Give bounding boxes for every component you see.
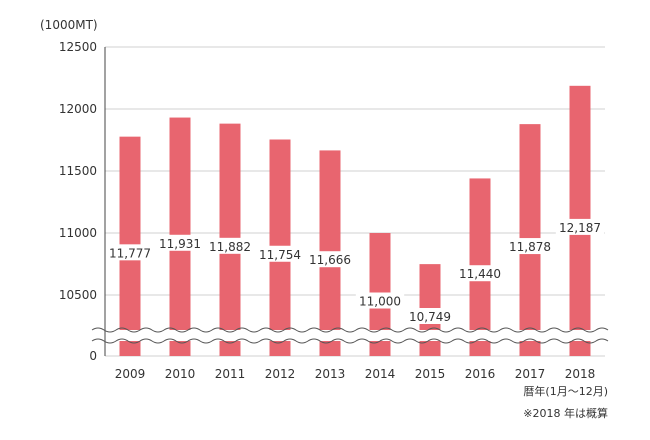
x-tick-labels: 2009 2010 2011 2012 2013 2014 2015 2016 2017 2018 [115, 367, 596, 381]
data-labels: 11,777 11,931 11,882 11,754 11,666 11,000 10,7… [105, 218, 605, 324]
data-label: 11,754 [259, 248, 301, 262]
x-tick-label: 2009 [115, 367, 146, 381]
data-label: 11,931 [159, 237, 201, 251]
x-tick-label: 2013 [315, 367, 346, 381]
data-label-bg [155, 234, 205, 251]
data-label-bg [305, 251, 355, 268]
data-label-bg [405, 308, 455, 324]
y-tick-labels: 0 10500 11000 11500 12000 12500 [59, 40, 97, 363]
bars [119, 85, 591, 357]
y-tick-label: 10500 [59, 288, 97, 302]
axis-break [91, 327, 609, 344]
y-tick-label: 0 [89, 349, 97, 363]
x-tick-label: 2011 [215, 367, 246, 381]
y-tick-label: 11000 [59, 226, 97, 240]
data-label: 11,882 [209, 240, 251, 254]
x-tick-label: 2014 [365, 367, 396, 381]
y-tick-label: 12000 [59, 102, 97, 116]
x-tick-label: 2012 [265, 367, 296, 381]
data-label-bg [105, 244, 155, 261]
data-label-bg [255, 245, 305, 262]
data-label-bg [205, 237, 255, 254]
data-label-bg [455, 265, 505, 282]
data-label: 10,749 [409, 310, 451, 324]
x-tick-label: 2017 [515, 367, 546, 381]
data-label: 11,777 [109, 246, 151, 260]
data-label: 12,187 [559, 221, 601, 235]
y-tick-label: 11500 [59, 164, 97, 178]
data-label: 11,666 [309, 253, 351, 267]
data-label-bg [355, 292, 405, 309]
data-label: 11,000 [359, 295, 401, 309]
axis-break-line-bottom [91, 338, 609, 344]
y-axis-unit-label: (1000MT) [40, 18, 98, 32]
x-tick-label: 2010 [165, 367, 196, 381]
x-tick-label: 2015 [415, 367, 446, 381]
x-tick-label: 2016 [465, 367, 496, 381]
x-tick-label: 2018 [565, 367, 596, 381]
data-label: 11,878 [509, 240, 551, 254]
axis-break-band [92, 330, 608, 341]
x-axis-label: 暦年(1月〜12月) [523, 385, 608, 398]
data-label-bg [555, 218, 605, 235]
footnote: ※2018 年は概算 [523, 407, 608, 420]
data-label-bg [505, 238, 555, 255]
y-tick-label: 12500 [59, 40, 97, 54]
axis-break-line-top [91, 327, 609, 333]
data-label: 11,440 [459, 267, 501, 281]
